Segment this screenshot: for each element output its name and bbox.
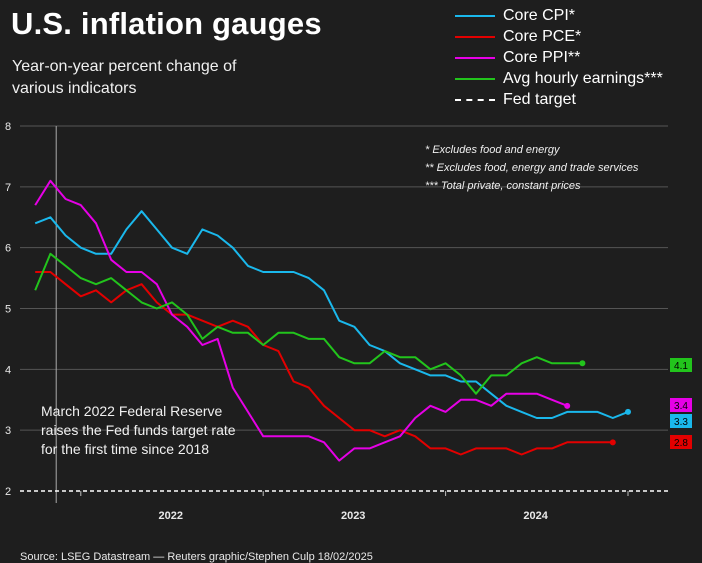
legend-swatch-hourly-earnings — [455, 77, 495, 80]
legend-swatch-core-ppi — [455, 56, 495, 59]
legend-label: Core CPI* — [503, 7, 576, 24]
y-tick-label: 8 — [5, 121, 11, 133]
series-line-3 — [34, 252, 583, 395]
legend-label: Avg hourly earnings*** — [503, 70, 663, 87]
y-tick-label: 3 — [5, 425, 11, 437]
end-value-box — [670, 435, 692, 449]
legend: Core CPI* Core PCE* Core PPI** Avg hourl… — [455, 5, 663, 110]
legend-item: Fed target — [455, 89, 663, 110]
end-value-label: 4.1 — [674, 361, 688, 372]
legend-swatch-fed-target — [455, 98, 495, 101]
series-line-0 — [34, 210, 629, 419]
footnote: *** Total private, constant prices — [425, 180, 581, 192]
x-tick-label: 2022 — [159, 510, 183, 522]
end-value-box — [670, 358, 692, 372]
series-line-2 — [34, 179, 568, 462]
series-endpoint-1 — [609, 439, 616, 446]
legend-item: Core PCE* — [455, 26, 663, 47]
legend-swatch-core-cpi — [455, 14, 495, 17]
y-tick-label: 7 — [5, 182, 11, 194]
legend-label: Fed target — [503, 91, 576, 108]
footnote: ** Excludes food, energy and trade servi… — [425, 162, 639, 174]
legend-label: Core PPI** — [503, 49, 581, 66]
end-value-label: 2.8 — [674, 438, 688, 449]
legend-item: Avg hourly earnings*** — [455, 68, 663, 89]
footnotes: * Excludes food and energy ** Excludes f… — [425, 141, 638, 195]
series-endpoint-0 — [625, 408, 631, 415]
x-tick-label: 2024 — [523, 510, 548, 522]
legend-swatch-core-pce — [455, 35, 495, 38]
end-value-label: 3.4 — [674, 401, 688, 412]
series-endpoint-3 — [579, 360, 586, 367]
y-tick-label: 6 — [5, 243, 11, 255]
source-credit: Source: LSEG Datastream — Reuters graphi… — [20, 551, 373, 563]
end-value-box — [670, 414, 692, 428]
series-endpoint-2 — [564, 402, 571, 409]
legend-item: Core PPI** — [455, 47, 663, 68]
series-line-1 — [35, 271, 613, 456]
x-tick-label: 2023 — [341, 510, 365, 522]
footnote: * Excludes food and energy — [425, 144, 560, 156]
legend-label: Core PCE* — [503, 28, 582, 45]
y-tick-label: 4 — [5, 364, 11, 376]
end-value-label: 3.3 — [674, 417, 688, 428]
event-annotation: March 2022 Federal Reserve raises the Fe… — [41, 403, 236, 457]
chart-title: U.S. inflation gauges — [11, 6, 322, 41]
end-value-box — [670, 398, 692, 412]
legend-item: Core CPI* — [455, 5, 663, 26]
chart-subtitle: Year-on-year percent change of various i… — [12, 58, 237, 97]
y-tick-label: 5 — [5, 304, 11, 316]
y-tick-label: 2 — [5, 486, 11, 498]
